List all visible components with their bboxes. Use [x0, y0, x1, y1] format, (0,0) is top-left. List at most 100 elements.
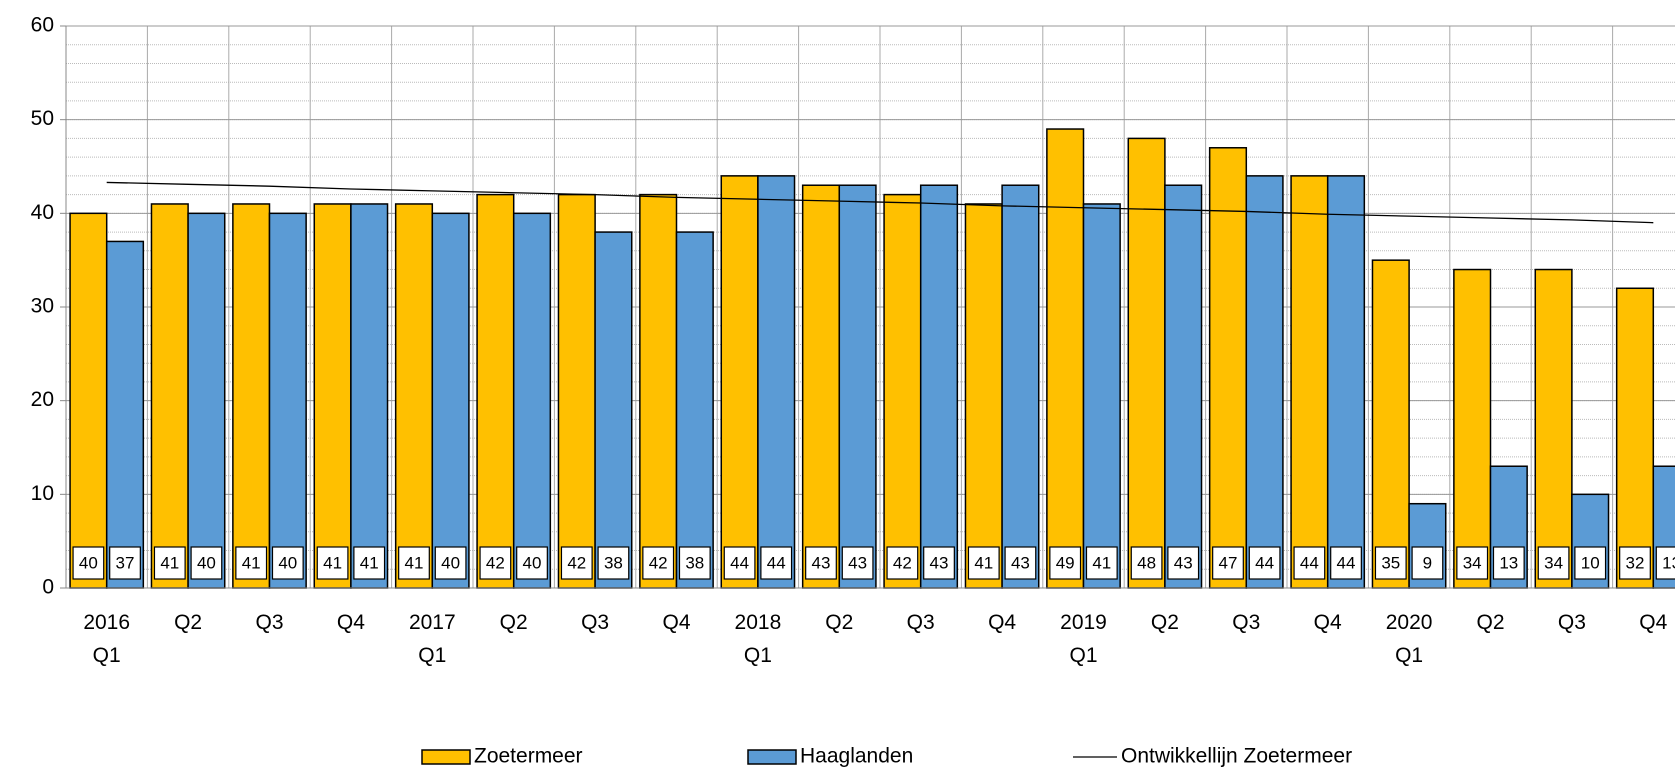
x-tick-label: 2020 Q1: [1385, 611, 1433, 667]
value-label-box: [1167, 546, 1200, 580]
value-label: 34: [1544, 553, 1563, 572]
x-tick-label: Q2: [499, 611, 528, 634]
y-tick-label: 50: [31, 107, 54, 130]
bar: [594, 231, 633, 589]
value-label: 41: [1092, 553, 1111, 572]
value-label: 42: [893, 553, 912, 572]
bar: [919, 184, 959, 589]
legend-label: Zoetermeer: [474, 745, 583, 768]
value-label-box: [1293, 546, 1326, 580]
value-label: 32: [1626, 553, 1645, 572]
value-label: 43: [848, 553, 867, 572]
value-label-box: [967, 546, 1000, 580]
x-tick-label: Q4: [988, 611, 1017, 634]
bar: [350, 203, 389, 589]
value-label-box: [72, 546, 105, 580]
value-label-box: [805, 546, 837, 580]
value-label: 49: [1056, 553, 1075, 572]
value-label: 44: [1337, 553, 1356, 572]
value-label: 47: [1219, 553, 1238, 572]
x-tick-label: Q3: [255, 611, 284, 634]
x-tick-label: Q4: [662, 611, 691, 634]
value-label-box: [235, 546, 268, 580]
value-label-box: [1456, 546, 1489, 580]
value-label-box: [1655, 546, 1675, 580]
bar: [150, 203, 189, 589]
bar: [1290, 175, 1329, 589]
value-label: 41: [974, 553, 993, 572]
value-label-box: [1330, 546, 1362, 580]
legend-swatch: [747, 749, 797, 765]
x-tick-label: 2019 Q1: [1060, 611, 1107, 667]
y-tick-label: 0: [42, 576, 54, 599]
value-label: 13: [1662, 553, 1675, 572]
bar: [639, 193, 678, 589]
bar: [187, 212, 226, 589]
value-label: 41: [405, 553, 424, 572]
value-label-box: [1537, 546, 1570, 580]
x-tick-label: Q2: [825, 611, 854, 634]
bar: [720, 175, 759, 589]
legend-swatch: [421, 749, 471, 765]
bar: [1371, 259, 1410, 589]
value-label-box: [353, 546, 386, 580]
x-tick-label: Q4: [336, 611, 365, 634]
bar: [232, 203, 271, 589]
bar: [838, 184, 877, 589]
value-label: 43: [1174, 553, 1193, 572]
value-label: 41: [160, 553, 179, 572]
bar: [1001, 184, 1040, 589]
bar: [675, 231, 714, 589]
y-tick-label: 10: [31, 482, 54, 505]
value-label-box: [1374, 546, 1407, 580]
value-label: 42: [486, 553, 505, 572]
bar: [557, 193, 596, 589]
value-label-box: [153, 546, 186, 580]
value-label-box: [1248, 546, 1281, 580]
x-tick-label: 2016 Q1: [83, 611, 131, 667]
bar: [964, 203, 1003, 589]
value-label-box: [516, 546, 548, 580]
value-label-box: [434, 546, 467, 580]
value-label-box: [1574, 546, 1607, 580]
bar: [69, 212, 108, 589]
value-label: 34: [1463, 553, 1482, 572]
value-label: 9: [1423, 553, 1432, 572]
value-label: 48: [1137, 553, 1156, 572]
x-tick-label: Q2: [174, 611, 203, 634]
bar: [1208, 147, 1248, 589]
value-label-box: [642, 546, 675, 580]
value-label-box: [479, 546, 512, 580]
value-label-box: [398, 546, 430, 580]
value-label: 41: [360, 553, 379, 572]
y-tick-label: 60: [31, 14, 54, 37]
bar: [431, 212, 470, 589]
value-label: 43: [930, 553, 949, 572]
value-label-box: [271, 546, 304, 580]
value-label-box: [1411, 546, 1444, 580]
bar: [1534, 268, 1573, 589]
value-label-box: [886, 546, 919, 580]
bar: [394, 203, 434, 589]
y-tick-label: 20: [31, 388, 54, 411]
bar: [883, 193, 922, 589]
bar: [476, 193, 515, 589]
value-label-box: [1130, 546, 1163, 580]
bar: [1615, 287, 1655, 589]
value-label: 43: [1011, 553, 1030, 572]
bar: [512, 212, 552, 589]
value-label: 38: [604, 553, 623, 572]
y-tick-label: 40: [31, 201, 54, 224]
bar: [1164, 184, 1203, 589]
value-label-box: [560, 546, 593, 580]
value-label-box: [841, 546, 874, 580]
x-tick-label: Q3: [906, 611, 935, 634]
value-label: 44: [767, 553, 786, 572]
y-tick-label: 30: [31, 295, 54, 318]
x-tick-label: Q3: [1232, 611, 1261, 634]
value-label-box: [678, 546, 711, 580]
x-tick-label: Q3: [1557, 611, 1586, 634]
value-label-box: [1004, 546, 1037, 580]
